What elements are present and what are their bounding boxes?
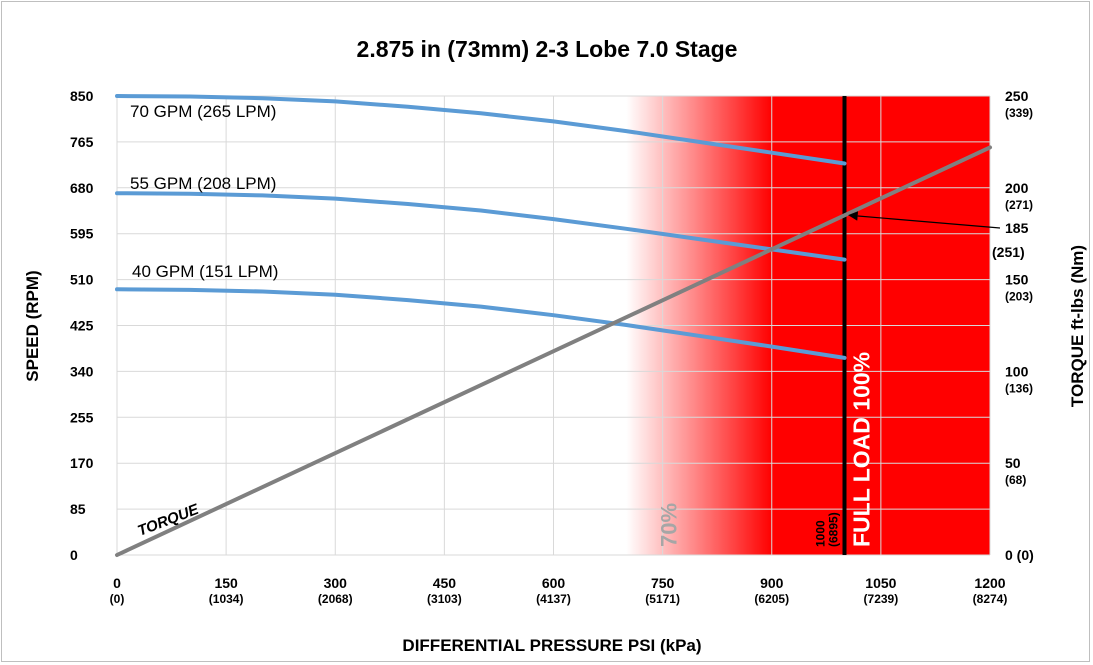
x-tick-label: 300	[324, 575, 348, 591]
speed-curve	[115, 191, 847, 262]
y-axis-title: SPEED (RPM)	[23, 270, 42, 381]
seventy-percent-label: 70%	[657, 503, 682, 547]
y-tick-label: 595	[70, 226, 94, 242]
torque-at-full-load-sublabel: (251)	[992, 244, 1025, 260]
x-tick-label: 1200	[974, 575, 1005, 591]
y-tick-label: 680	[70, 180, 94, 196]
x-tick-sublabel: (3103)	[427, 592, 462, 606]
y2-tick-label: 200	[1005, 180, 1029, 196]
x-tick-label: 1050	[865, 575, 896, 591]
x-tick-label: 600	[542, 575, 566, 591]
y-tick-label: 765	[70, 134, 94, 150]
x-tick-label: 450	[433, 575, 457, 591]
series-label: 40 GPM (151 LPM)	[132, 262, 278, 281]
x-tick-sublabel: (6205)	[754, 592, 789, 606]
speed-curve	[115, 287, 847, 360]
series-label: 70 GPM (265 LPM)	[130, 102, 276, 121]
full-load-tick-sublabel: (6895)	[827, 512, 841, 547]
y-tick-label: 510	[70, 272, 94, 288]
torque-at-full-load-label: 185	[1005, 220, 1029, 236]
torque-series-label: TORQUE	[135, 501, 202, 540]
y2-tick-sublabel: (271)	[1005, 198, 1033, 212]
y2-tick-sublabel: (339)	[1005, 106, 1033, 120]
y-tick-label: 0	[70, 547, 78, 563]
x-tick-sublabel: (1034)	[209, 592, 244, 606]
x-tick-sublabel: (8274)	[973, 592, 1008, 606]
x-tick-sublabel: (0)	[110, 592, 125, 606]
x-tick-label: 900	[760, 575, 784, 591]
y2-tick-label: 100	[1005, 363, 1029, 379]
y-tick-label: 850	[70, 88, 94, 104]
y2-tick-sublabel: (136)	[1005, 381, 1033, 395]
y2-tick-label: 250	[1005, 88, 1029, 104]
x-tick-sublabel: (2068)	[318, 592, 353, 606]
full-load-label: FULL LOAD 100%	[849, 352, 875, 547]
y2-tick-sublabel: (203)	[1005, 290, 1033, 304]
x-tick-sublabel: (7239)	[864, 592, 899, 606]
y2-tick-label: 50	[1005, 455, 1021, 471]
y2-tick-label: 150	[1005, 272, 1029, 288]
y-tick-label: 340	[70, 363, 94, 379]
y-tick-label: 85	[70, 501, 86, 517]
x-tick-label: 750	[651, 575, 675, 591]
y-tick-label: 170	[70, 455, 94, 471]
x-tick-label: 150	[214, 575, 238, 591]
torque-line	[115, 145, 992, 557]
torque-marker-arrow	[848, 211, 1001, 229]
x-tick-label: 0	[113, 575, 121, 591]
y2-tick-label: 0 (0)	[1005, 547, 1034, 563]
x-tick-sublabel: (5171)	[645, 592, 680, 606]
speed-curve	[115, 94, 847, 166]
series-label: 55 GPM (208 LPM)	[130, 174, 276, 193]
y-tick-label: 425	[70, 318, 94, 334]
x-tick-sublabel: (4137)	[536, 592, 571, 606]
y2-axis-title: TORQUE ft-lbs (Nm)	[1068, 245, 1087, 407]
y2-tick-sublabel: (68)	[1005, 473, 1026, 487]
full-load-tick-label: 1000	[814, 520, 828, 547]
x-axis-title: DIFFERENTIAL PRESSURE PSI (kPa)	[402, 636, 701, 655]
y-tick-label: 255	[70, 409, 94, 425]
chart-title: 2.875 in (73mm) 2-3 Lobe 7.0 Stage	[357, 36, 738, 62]
